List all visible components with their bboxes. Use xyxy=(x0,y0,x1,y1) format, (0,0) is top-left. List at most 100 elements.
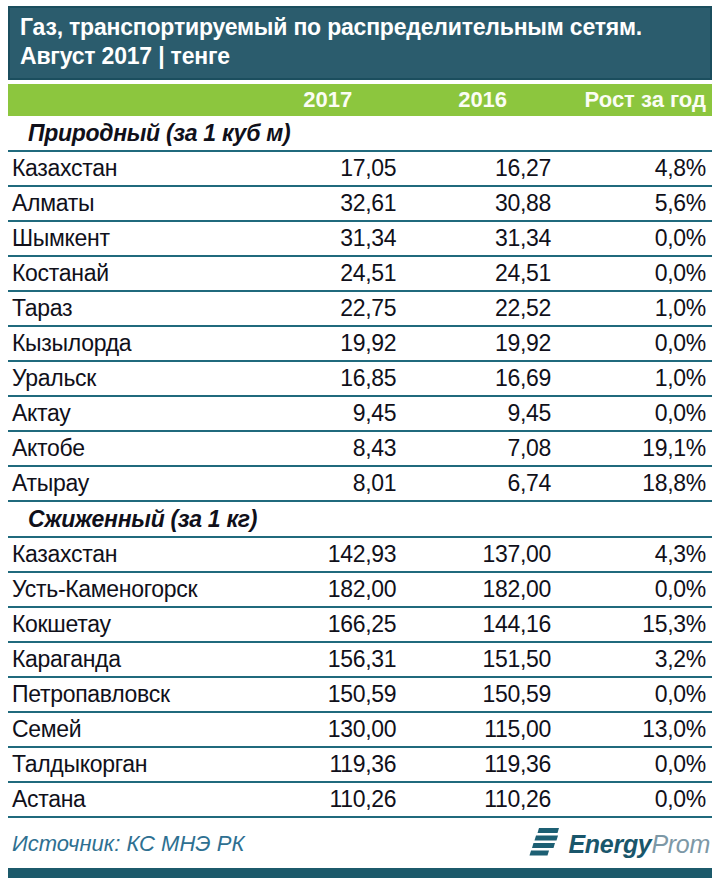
region-label: Караганда xyxy=(8,642,290,677)
growth-value: 1,0% xyxy=(557,291,712,326)
value-2016: 151,50 xyxy=(402,642,557,677)
table-row: Актау 9,45 9,45 0,0% xyxy=(8,396,712,431)
value-2016: 19,92 xyxy=(402,326,557,361)
region-label: Казахстан xyxy=(8,151,290,186)
growth-value: 13,0% xyxy=(557,712,712,747)
infographic-page: Газ, транспортируемый по распределительн… xyxy=(0,0,720,880)
value-2017: 31,34 xyxy=(290,221,403,256)
table-row: Шымкент 31,34 31,34 0,0% xyxy=(8,221,712,256)
table-row: Костанай 24,51 24,51 0,0% xyxy=(8,256,712,291)
table-row: Тараз 22,75 22,52 1,0% xyxy=(8,291,712,326)
value-2016: 144,16 xyxy=(402,607,557,642)
growth-value: 0,0% xyxy=(557,326,712,361)
value-2016: 115,00 xyxy=(402,712,557,747)
section-header-liquefied: Сжиженный (за 1 кг) xyxy=(8,501,712,537)
logo-text: EnergyProm xyxy=(569,830,711,859)
growth-value: 1,0% xyxy=(557,361,712,396)
value-2016: 150,59 xyxy=(402,677,557,712)
growth-value: 0,0% xyxy=(557,221,712,256)
value-2016: 119,36 xyxy=(402,747,557,782)
growth-value: 0,0% xyxy=(557,747,712,782)
value-2017: 130,00 xyxy=(290,712,403,747)
section-title: Природный (за 1 куб м) xyxy=(8,116,712,151)
source-note: Источник: КС МНЭ РК xyxy=(8,831,244,857)
growth-value: 19,1% xyxy=(557,431,712,466)
table-row: Семей 130,00 115,00 13,0% xyxy=(8,712,712,747)
header-row: 2017 2016 Рост за год xyxy=(8,84,712,116)
value-2017: 24,51 xyxy=(290,256,403,291)
table-row: Кокшетау 166,25 144,16 15,3% xyxy=(8,607,712,642)
footer: Источник: КС МНЭ РК EnergyProm xyxy=(8,824,712,864)
bottom-accent-bar xyxy=(8,868,712,878)
value-2017: 16,85 xyxy=(290,361,403,396)
table-row: Алматы 32,61 30,88 5,6% xyxy=(8,186,712,221)
region-label: Кокшетау xyxy=(8,607,290,642)
value-2017: 119,36 xyxy=(290,747,403,782)
region-label: Кызылорда xyxy=(8,326,290,361)
value-2016: 31,34 xyxy=(402,221,557,256)
value-2016: 16,69 xyxy=(402,361,557,396)
growth-value: 3,2% xyxy=(557,642,712,677)
value-2016: 30,88 xyxy=(402,186,557,221)
value-2017: 32,61 xyxy=(290,186,403,221)
region-label: Петропавловск xyxy=(8,677,290,712)
table-row: Атырау 8,01 6,74 18,8% xyxy=(8,466,712,501)
value-2016: 137,00 xyxy=(402,537,557,572)
table-row: Казахстан 17,05 16,27 4,8% xyxy=(8,151,712,186)
page-title: Газ, транспортируемый по распределительн… xyxy=(20,13,698,42)
value-2016: 16,27 xyxy=(402,151,557,186)
value-2017: 17,05 xyxy=(290,151,403,186)
value-2017: 156,31 xyxy=(290,642,403,677)
growth-value: 4,3% xyxy=(557,537,712,572)
growth-value: 0,0% xyxy=(557,782,712,817)
value-2017: 8,43 xyxy=(290,431,403,466)
table-row: Кызылорда 19,92 19,92 0,0% xyxy=(8,326,712,361)
logo-text-prom: Prom xyxy=(651,830,710,858)
section-title: Сжиженный (за 1 кг) xyxy=(8,501,712,537)
title-box: Газ, транспортируемый по распределительн… xyxy=(8,6,712,80)
table-row: Усть-Каменогорск 182,00 182,00 0,0% xyxy=(8,572,712,607)
region-label: Актобе xyxy=(8,431,290,466)
region-label: Шымкент xyxy=(8,221,290,256)
value-2017: 8,01 xyxy=(290,466,403,501)
value-2017: 22,75 xyxy=(290,291,403,326)
value-2017: 166,25 xyxy=(290,607,403,642)
region-label: Актау xyxy=(8,396,290,431)
value-2017: 9,45 xyxy=(290,396,403,431)
growth-value: 0,0% xyxy=(557,572,712,607)
growth-value: 5,6% xyxy=(557,186,712,221)
section-header-natural: Природный (за 1 куб м) xyxy=(8,116,712,151)
table-row: Казахстан 142,93 137,00 4,3% xyxy=(8,537,712,572)
value-2016: 110,26 xyxy=(402,782,557,817)
gas-price-table: 2017 2016 Рост за год Природный (за 1 ку… xyxy=(8,84,712,818)
header-2016: 2016 xyxy=(402,84,557,116)
region-label: Костанай xyxy=(8,256,290,291)
growth-value: 18,8% xyxy=(557,466,712,501)
region-label: Астана xyxy=(8,782,290,817)
table-row: Астана 110,26 110,26 0,0% xyxy=(8,782,712,817)
region-label: Семей xyxy=(8,712,290,747)
growth-value: 0,0% xyxy=(557,677,712,712)
logo-text-energy: Energy xyxy=(569,830,652,858)
header-growth: Рост за год xyxy=(557,84,712,116)
region-label: Тараз xyxy=(8,291,290,326)
table-row: Уральск 16,85 16,69 1,0% xyxy=(8,361,712,396)
value-2017: 110,26 xyxy=(290,782,403,817)
page-subtitle: Август 2017 | тенге xyxy=(20,42,698,71)
growth-value: 0,0% xyxy=(557,256,712,291)
value-2016: 182,00 xyxy=(402,572,557,607)
table-row: Актобе 8,43 7,08 19,1% xyxy=(8,431,712,466)
energyprom-layers-icon xyxy=(527,827,563,861)
value-2017: 142,93 xyxy=(290,537,403,572)
value-2017: 150,59 xyxy=(290,677,403,712)
growth-value: 4,8% xyxy=(557,151,712,186)
region-label: Усть-Каменогорск xyxy=(8,572,290,607)
value-2016: 7,08 xyxy=(402,431,557,466)
growth-value: 15,3% xyxy=(557,607,712,642)
energyprom-logo: EnergyProm xyxy=(527,827,713,861)
value-2017: 182,00 xyxy=(290,572,403,607)
region-label: Атырау xyxy=(8,466,290,501)
value-2017: 19,92 xyxy=(290,326,403,361)
value-2016: 24,51 xyxy=(402,256,557,291)
header-empty xyxy=(8,84,290,116)
